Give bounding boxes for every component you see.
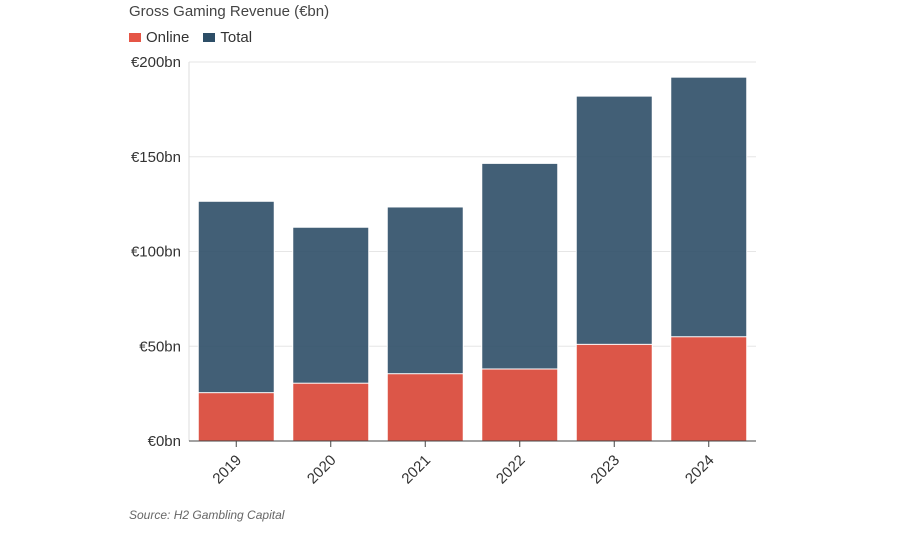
bar-online-2019[interactable] [197,392,275,442]
y-tick-label-1: €50bn [139,338,181,355]
legend-swatch-total [203,33,216,42]
legend-label-total: Total [220,29,253,46]
x-tick-label-2022: 2022 [493,452,529,488]
bar-online-2020[interactable] [292,382,370,442]
bar-online-2023[interactable] [575,343,653,442]
x-tick-label-2020: 2020 [304,452,340,488]
legend-item-total[interactable]: Total [203,29,252,46]
bar-online-2021[interactable] [386,373,464,442]
y-tick-label-3: €150bn [131,149,181,166]
x-tick-label-2023: 2023 [587,452,623,488]
legend: Online Total [129,29,252,46]
source-note: Source: H2 Gambling Capital [129,508,285,522]
bar-online-2024[interactable] [670,336,748,442]
legend-label-online: Online [146,29,190,46]
y-tick-label-2: €100bn [131,244,181,261]
legend-item-online[interactable]: Online [129,29,189,46]
x-tick-label-2021: 2021 [398,452,434,488]
chart-title: Gross Gaming Revenue (€bn) [129,3,330,20]
bar-online-2022[interactable] [481,368,559,442]
y-tick-label-0: €0bn [148,433,181,450]
x-tick-label-2019: 2019 [209,452,245,488]
y-tick-label-4: €200bn [131,54,181,71]
x-tick-label-2024: 2024 [682,452,718,488]
legend-swatch-online [129,33,141,42]
